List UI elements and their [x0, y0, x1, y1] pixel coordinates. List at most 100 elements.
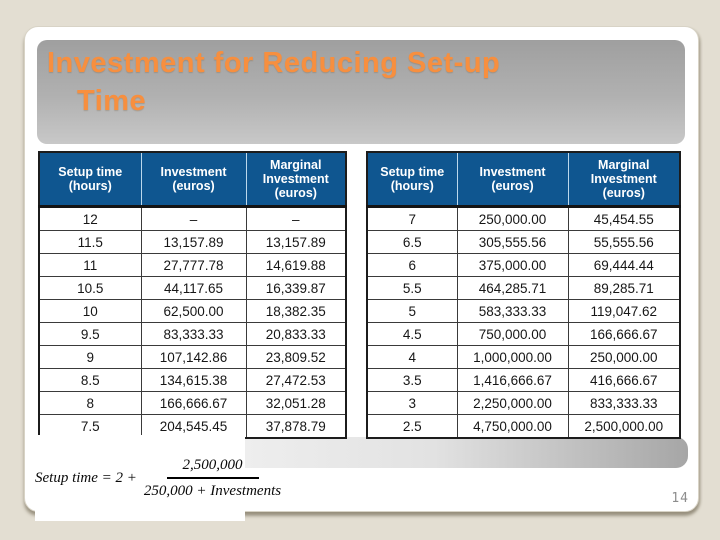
table-cell: 5.5	[366, 276, 458, 300]
table-row: 5.5 464,285.71 89,285.71	[366, 276, 681, 300]
left-table-header-row: Setup time (hours) Investment (euros) Margin…	[39, 152, 346, 208]
table-cell: 3	[366, 391, 458, 415]
table-cell: 250,000.00	[567, 345, 681, 369]
table-row: 6.5 305,555.56 55,555.56	[366, 230, 681, 254]
table-cell: 20,833.33	[245, 322, 347, 346]
table-cell: 2,250,000.00	[456, 391, 569, 415]
table-cell: 5	[366, 299, 458, 323]
title-banner: Investment for Reducing Set-up Time	[37, 40, 685, 144]
table-cell: 9.5	[38, 322, 142, 346]
table-cell: 750,000.00	[456, 322, 569, 346]
table-row: 3 2,250,000.00 833,333.33	[366, 391, 681, 415]
right-table-header-row: Setup time (hours) Investment (euros) Margin…	[367, 152, 680, 208]
table-cell: 37,878.79	[245, 414, 347, 439]
table-row: 12– –	[38, 206, 347, 231]
table-cell: 4.5	[366, 322, 458, 346]
table-cell: 7	[366, 206, 458, 231]
right-table: Setup time (hours) Investment (euros) Margin…	[366, 151, 681, 439]
decorative-gradient-strip	[226, 437, 688, 468]
table-cell: 10	[38, 299, 142, 323]
table-cell: –	[140, 206, 247, 231]
table-cell: 16,339.87	[245, 276, 347, 300]
table-cell: 4	[366, 345, 458, 369]
table-cell: 107,142.86	[140, 345, 247, 369]
table-cell: 1,000,000.00	[456, 345, 569, 369]
table-cell: 166,666.67	[567, 322, 681, 346]
table-cell: 11	[38, 253, 142, 277]
column-header: Investment (euros)	[457, 152, 569, 208]
table-row: 7 250,000.00 45,454.55	[366, 206, 681, 231]
table-cell: 62,500.00	[140, 299, 247, 323]
formula-numerator: 2,500,000	[166, 457, 259, 479]
table-cell: 6.5	[366, 230, 458, 254]
table-cell: 305,555.56	[456, 230, 569, 254]
table-row: 3.5 1,416,666.67 416,666.67	[366, 368, 681, 392]
table-row: 11.5 13,157.89 13,157.89	[38, 230, 347, 254]
table-cell: 8.5	[38, 368, 142, 392]
table-cell: 3.5	[366, 368, 458, 392]
table-cell: 375,000.00	[456, 253, 569, 277]
table-row: 9.5 83,333.33 20,833.33	[38, 322, 347, 346]
table-cell: 166,666.67	[140, 391, 247, 415]
table-cell: 10.5	[38, 276, 142, 300]
table-row: 9 107,142.86 23,809.52	[38, 345, 347, 369]
table-cell: 27,777.78	[140, 253, 247, 277]
table-cell: 55,555.56	[567, 230, 681, 254]
table-row: 11 27,777.78 14,619.88	[38, 253, 347, 277]
slide-title-line1: Investment for Reducing Set-up	[47, 47, 501, 79]
table-cell: 416,666.67	[567, 368, 681, 392]
table-cell: 1,416,666.67	[456, 368, 569, 392]
table-cell: 119,047.62	[567, 299, 681, 323]
table-cell: –	[245, 206, 347, 231]
table-cell: 18,382.35	[245, 299, 347, 323]
presentation-slide: Investment for Reducing Set-up Time Setu…	[24, 26, 699, 521]
table-row: 8 166,666.67 32,051.28	[38, 391, 347, 415]
table-cell: 134,615.38	[140, 368, 247, 392]
setup-time-formula: Setup time = 2 + 2,500,000 250,000 + Inv…	[35, 435, 281, 521]
formula-prefix: Setup time = 2 +	[35, 469, 137, 486]
table-cell: 13,157.89	[245, 230, 347, 254]
table-cell: 2.5	[366, 414, 458, 439]
table-cell: 83,333.33	[140, 322, 247, 346]
table-cell: 69,444.44	[567, 253, 681, 277]
table-row: 5 583,333.33 119,047.62	[366, 299, 681, 323]
page-number: 14	[671, 491, 689, 506]
table-row: 4 1,000,000.00 250,000.00	[366, 345, 681, 369]
formula-fraction: 2,500,000 250,000 + Investments	[144, 457, 281, 500]
column-header: Marginal Investment (euros)	[568, 152, 680, 208]
table-cell: 464,285.71	[456, 276, 569, 300]
left-table-body: 12– –11.5 13,157.89 13,157.89 11 27,777.78 14,…	[38, 206, 347, 439]
column-header: Setup time (hours)	[39, 152, 142, 208]
table-cell: 833,333.33	[567, 391, 681, 415]
table-row: 10 62,500.00 18,382.35	[38, 299, 347, 323]
table-row: 7.5 204,545.45 37,878.79	[38, 414, 347, 439]
table-cell: 2,500,000.00	[567, 414, 681, 439]
table-cell: 9	[38, 345, 142, 369]
table-cell: 23,809.52	[245, 345, 347, 369]
table-cell: 14,619.88	[245, 253, 347, 277]
table-row: 6 375,000.00 69,444.44	[366, 253, 681, 277]
table-cell: 204,545.45	[140, 414, 247, 439]
table-row: 10.5 44,117.65 16,339.87	[38, 276, 347, 300]
table-cell: 32,051.28	[245, 391, 347, 415]
column-header: Setup time (hours)	[367, 152, 458, 208]
table-row: 2.5 4,750,000.00 2,500,000.00	[366, 414, 681, 439]
column-header: Investment (euros)	[141, 152, 247, 208]
table-cell: 45,454.55	[567, 206, 681, 231]
table-cell: 13,157.89	[140, 230, 247, 254]
slide-title-line2: Time	[77, 85, 147, 117]
table-cell: 11.5	[38, 230, 142, 254]
column-header: Marginal Investment (euros)	[246, 152, 346, 208]
table-cell: 8	[38, 391, 142, 415]
table-cell: 27,472.53	[245, 368, 347, 392]
formula-denominator: 250,000 + Investments	[143, 482, 282, 499]
slide-title: Investment for Reducing Set-up Time	[37, 40, 685, 120]
table-row: 4.5 750,000.00 166,666.67	[366, 322, 681, 346]
table-row: 8.5 134,615.38 27,472.53	[38, 368, 347, 392]
table-cell: 6	[366, 253, 458, 277]
right-table-body: 7 250,000.00 45,454.55 6.5 305,555.56 55,555.…	[366, 206, 681, 439]
table-cell: 583,333.33	[456, 299, 569, 323]
table-cell: 89,285.71	[567, 276, 681, 300]
table-cell: 7.5	[38, 414, 142, 439]
